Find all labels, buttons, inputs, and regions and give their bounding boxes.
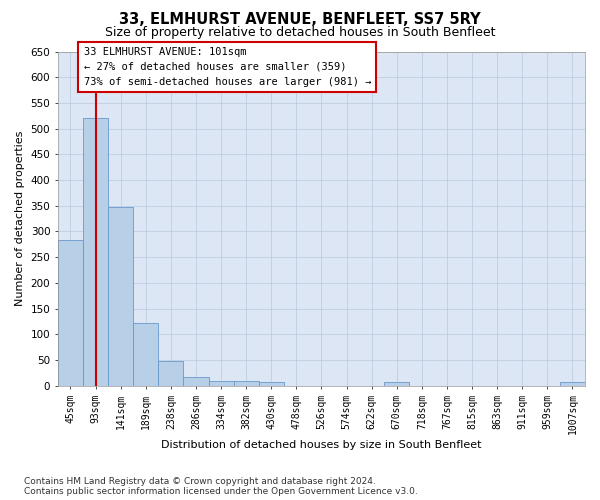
- Text: 33 ELMHURST AVENUE: 101sqm
← 27% of detached houses are smaller (359)
73% of sem: 33 ELMHURST AVENUE: 101sqm ← 27% of deta…: [83, 47, 371, 86]
- Bar: [58, 240, 83, 386]
- Bar: [184, 378, 209, 386]
- Bar: [384, 382, 409, 386]
- Bar: [560, 382, 585, 386]
- Bar: [83, 118, 108, 386]
- Bar: [259, 382, 284, 386]
- Text: Contains HM Land Registry data © Crown copyright and database right 2024.
Contai: Contains HM Land Registry data © Crown c…: [24, 476, 418, 496]
- Bar: [108, 208, 133, 386]
- Bar: [233, 380, 259, 386]
- X-axis label: Distribution of detached houses by size in South Benfleet: Distribution of detached houses by size …: [161, 440, 482, 450]
- Bar: [133, 323, 158, 386]
- Text: 33, ELMHURST AVENUE, BENFLEET, SS7 5RY: 33, ELMHURST AVENUE, BENFLEET, SS7 5RY: [119, 12, 481, 28]
- Y-axis label: Number of detached properties: Number of detached properties: [15, 131, 25, 306]
- Bar: [158, 361, 184, 386]
- Bar: [209, 380, 233, 386]
- Text: Size of property relative to detached houses in South Benfleet: Size of property relative to detached ho…: [105, 26, 495, 39]
